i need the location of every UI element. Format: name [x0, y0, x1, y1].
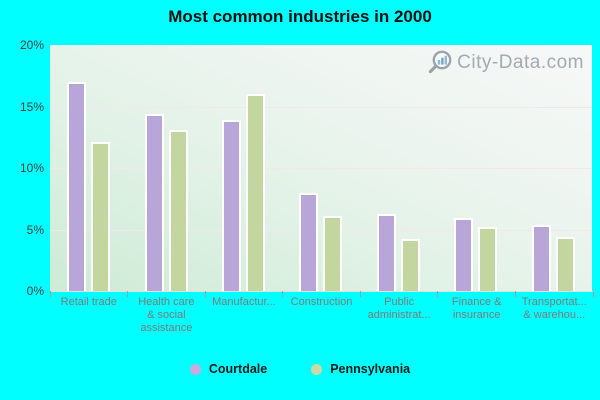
- watermark-text: City-Data.com: [457, 51, 584, 73]
- y-tick-label: 0%: [26, 284, 44, 298]
- bar-pennsylvania: [323, 215, 343, 291]
- bar-courtdale: [376, 213, 396, 291]
- category-label: Retail trade: [60, 296, 117, 308]
- axis-tick: [359, 291, 361, 297]
- y-tick-label: 15%: [19, 99, 44, 114]
- axis-tick: [592, 291, 594, 297]
- bar-pennsylvania: [246, 94, 266, 291]
- x-axis-labels: Retail trade Health care & social assista…: [50, 296, 593, 335]
- legend-dot: [189, 363, 201, 375]
- bar-pennsylvania: [91, 142, 111, 291]
- bar-group: [205, 45, 282, 291]
- axis-tick: [437, 291, 439, 297]
- bar-group: [50, 45, 127, 291]
- legend-label: Pennsylvania: [330, 362, 411, 376]
- gridline: [50, 168, 592, 169]
- bar-series-container: [50, 45, 592, 291]
- legend-item-pennsylvania: Pennsylvania: [311, 362, 410, 376]
- category-label: Health care & social assistance: [138, 296, 195, 334]
- legend: Courtdale Pennsylvania: [0, 362, 600, 376]
- bar-group: [127, 45, 204, 291]
- category-label: Public administrat...: [367, 296, 431, 321]
- bar-group: [282, 45, 359, 291]
- bar-courtdale: [531, 224, 551, 291]
- gridline: [50, 106, 592, 108]
- x-axis-ticks: [49, 291, 594, 297]
- axis-tick: [127, 291, 129, 297]
- watermark-logo[interactable]: City-Data.com: [427, 49, 584, 76]
- bar-courtdale: [67, 81, 87, 291]
- plot-area: City-Data.com: [50, 45, 592, 291]
- y-tick-label: 5%: [26, 222, 44, 237]
- bar-pennsylvania: [168, 129, 188, 291]
- x-axis-line: [50, 291, 593, 292]
- bar-courtdale: [299, 192, 319, 291]
- axis-tick: [282, 291, 284, 297]
- legend-dot: [311, 363, 323, 375]
- bar-pennsylvania: [400, 239, 420, 291]
- bar-courtdale: [144, 113, 164, 291]
- category-label: Transportat... & warehou...: [521, 296, 587, 321]
- legend-label: Courtdale: [208, 362, 268, 376]
- y-axis: 20% 15% 10% 5% 0%: [0, 38, 44, 298]
- category-label: Finance & insurance: [451, 296, 502, 321]
- bar-pennsylvania: [478, 227, 498, 291]
- legend-item-courtdale: Courtdale: [189, 362, 268, 376]
- gridline: [50, 229, 592, 231]
- y-tick-label: 10%: [19, 161, 44, 175]
- category-label: Manufactur...: [212, 296, 276, 308]
- axis-tick: [49, 291, 51, 297]
- bar-courtdale: [222, 120, 242, 291]
- bar-group: [515, 45, 592, 291]
- y-tick-label: 20%: [19, 38, 44, 52]
- axis-tick: [514, 291, 516, 297]
- bar-pennsylvania: [555, 236, 575, 291]
- magnifier-barchart-icon: [428, 50, 452, 74]
- axis-tick: [204, 291, 206, 297]
- chart-title: Most common industries in 2000: [168, 7, 432, 26]
- bar-group: [360, 45, 437, 291]
- category-label: Construction: [290, 296, 353, 308]
- bar-group: [437, 45, 514, 291]
- bar-courtdale: [454, 218, 474, 291]
